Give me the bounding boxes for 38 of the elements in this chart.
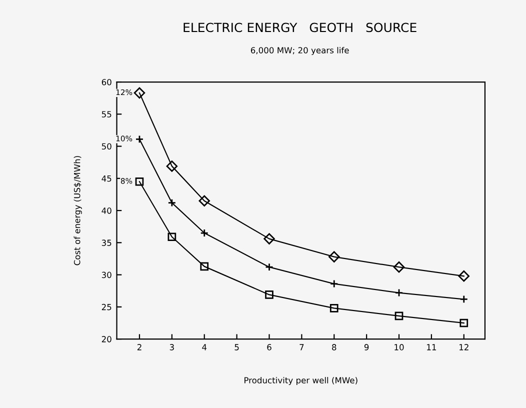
point (168, 232, 176, 242)
point (166, 160, 178, 172)
point (460, 318, 468, 328)
y-tick-label: 60 (102, 78, 112, 86)
x-tick-label: 7 (300, 344, 304, 350)
x-tick-label: 2 (137, 344, 142, 350)
y-tick-label: 30 (102, 272, 112, 278)
point (330, 304, 338, 312)
x-axis-title: Productivity per well (MWe) (244, 376, 358, 386)
point (134, 87, 146, 99)
y-tick-label: 45 (102, 175, 112, 182)
x-tick-label: 12 (460, 344, 468, 350)
x-tick-label: 10 (394, 344, 404, 350)
y-axis-title: Cost of energy (US$/MWh) (74, 156, 82, 266)
point (394, 312, 404, 320)
point (458, 270, 470, 282)
x-tick-label: 8 (332, 344, 336, 350)
y-tick-label: 20 (102, 336, 112, 342)
point (265, 290, 274, 299)
y-tick-label: 55 (102, 111, 112, 118)
chart-title: ELECTRIC ENERGY GEOTH SOURCE (184, 22, 416, 32)
x-tick-label: 4 (202, 344, 207, 350)
point (200, 262, 209, 271)
x-tick-label: 6 (267, 344, 272, 350)
y-tick-label: 40 (102, 208, 112, 214)
point (198, 195, 210, 206)
y-tick-label: 50 (102, 143, 112, 150)
x-tick-label: 5 (234, 344, 239, 350)
chart-subtitle: 6,000 MW; 20 years life (250, 46, 349, 56)
y-tick-label: 35 (102, 240, 112, 246)
x-tick-label: 9 (364, 344, 369, 350)
y-tick-label: 25 (102, 304, 112, 310)
x-tick-label: 11 (427, 344, 436, 350)
point (135, 177, 144, 186)
point (393, 261, 405, 273)
point (264, 233, 275, 244)
x-tick-label: 3 (170, 344, 174, 350)
point (328, 251, 340, 262)
